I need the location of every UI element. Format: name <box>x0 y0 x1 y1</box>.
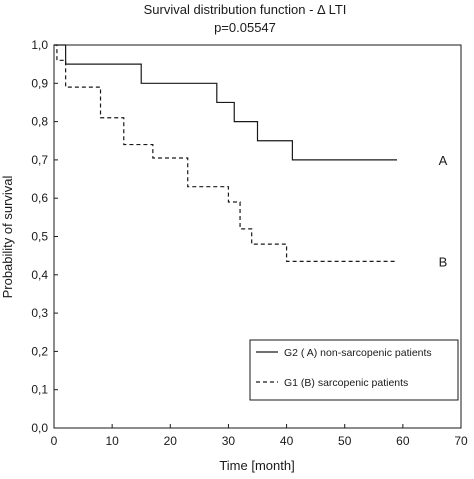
x-tick-label: 50 <box>338 434 352 448</box>
y-tick-label: 0,8 <box>31 115 48 129</box>
y-axis: 0,0 0,1 0,2 0,3 0,4 0,5 0,6 0,7 0,8 0,9 1,0 <box>31 38 58 435</box>
y-tick-label: 0,2 <box>31 344 48 358</box>
x-axis: 0 10 20 30 40 50 60 70 <box>51 424 468 448</box>
legend-entry-g1: G1 (B) sarcopenic patients <box>284 377 408 389</box>
series-end-label-b: B <box>439 254 448 269</box>
legend-box <box>249 339 459 401</box>
chart-header: Survival distribution function - Δ LTI p… <box>144 2 347 35</box>
y-tick-label: 0,3 <box>31 306 48 320</box>
chart-title: Survival distribution function - Δ LTI <box>144 2 347 17</box>
legend-entry-g2: G2 ( A) non-sarcopenic patients <box>284 347 432 359</box>
y-tick-label: 0,6 <box>31 191 48 205</box>
x-tick-label: 10 <box>105 434 119 448</box>
y-tick-label: 1,0 <box>31 38 48 52</box>
series-line-a <box>54 44 398 161</box>
x-tick-label: 40 <box>280 434 294 448</box>
x-tick-label: 0 <box>51 434 58 448</box>
y-tick-label: 0,5 <box>31 230 48 244</box>
y-tick-label: 0,0 <box>31 421 48 435</box>
x-tick-label: 60 <box>396 434 410 448</box>
x-tick-label: 20 <box>164 434 178 448</box>
x-tick-label: 30 <box>222 434 236 448</box>
x-tick-label: 70 <box>454 434 468 448</box>
y-axis-label: Probability of survival <box>0 175 15 298</box>
y-tick-label: 0,4 <box>31 268 48 282</box>
y-tick-label: 0,7 <box>31 153 48 167</box>
chart-subtitle: p=0.05547 <box>214 20 276 35</box>
series-line-b <box>54 44 398 262</box>
series-layer: AB <box>54 44 448 269</box>
legend: G2 ( A) non-sarcopenic patients G1 (B) s… <box>249 339 459 401</box>
x-axis-label: Time [month] <box>219 458 294 473</box>
series-end-label-a: A <box>439 153 448 168</box>
y-tick-label: 0,9 <box>31 76 48 90</box>
y-tick-label: 0,1 <box>31 383 48 397</box>
